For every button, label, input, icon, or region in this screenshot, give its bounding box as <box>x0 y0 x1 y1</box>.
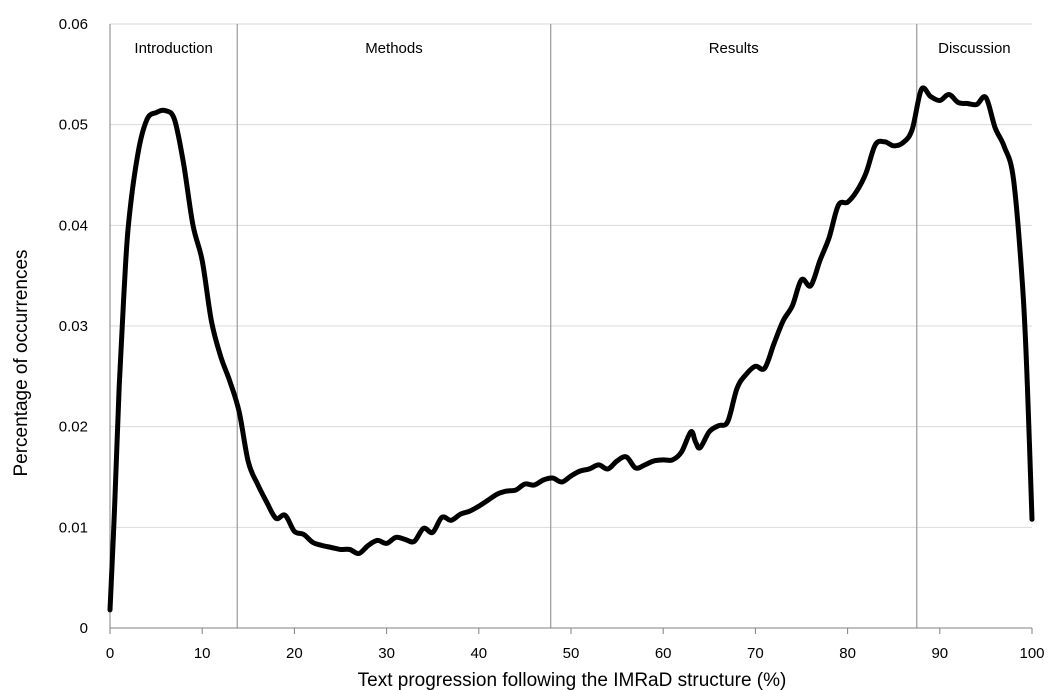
x-tick-label: 50 <box>563 645 580 662</box>
section-label: Introduction <box>134 40 212 57</box>
section-label: Results <box>709 40 759 57</box>
x-axis-title: Text progression following the IMRaD str… <box>358 670 787 690</box>
x-tick-label: 90 <box>931 645 948 662</box>
section-labels: Introduction Methods Results Discussion <box>134 40 1010 57</box>
series-line <box>107 85 1035 613</box>
x-tick-label: 20 <box>286 645 303 662</box>
section-label: Methods <box>365 40 423 57</box>
y-tick-label: 0.04 <box>59 217 88 234</box>
series-layer <box>107 85 1035 613</box>
x-tick-label: 0 <box>106 645 114 662</box>
y-tick-label: 0.01 <box>59 519 88 536</box>
y-tick-label: 0.05 <box>59 117 88 134</box>
y-tick-label: 0.02 <box>59 419 88 436</box>
x-tick-label: 60 <box>655 645 672 662</box>
x-tick-label: 100 <box>1019 645 1044 662</box>
axes <box>109 24 1033 634</box>
y-tick-label: 0 <box>80 620 88 637</box>
y-tick-labels: 0 0.01 0.02 0.03 0.04 0.05 0.06 <box>59 16 88 637</box>
section-dividers <box>236 24 918 628</box>
y-tick-label: 0.06 <box>59 16 88 33</box>
y-axis-title: Percentage of occurrences <box>11 249 32 476</box>
x-tick-label: 30 <box>378 645 395 662</box>
y-tick-label: 0.03 <box>59 318 88 335</box>
x-tick-label: 10 <box>194 645 211 662</box>
x-tick-label: 80 <box>839 645 856 662</box>
section-label: Discussion <box>938 40 1011 57</box>
x-tick-labels: 0 10 20 30 40 50 60 70 80 90 100 <box>106 645 1045 662</box>
x-tick-label: 40 <box>470 645 487 662</box>
grid <box>110 23 1032 528</box>
x-tick-label: 70 <box>747 645 764 662</box>
